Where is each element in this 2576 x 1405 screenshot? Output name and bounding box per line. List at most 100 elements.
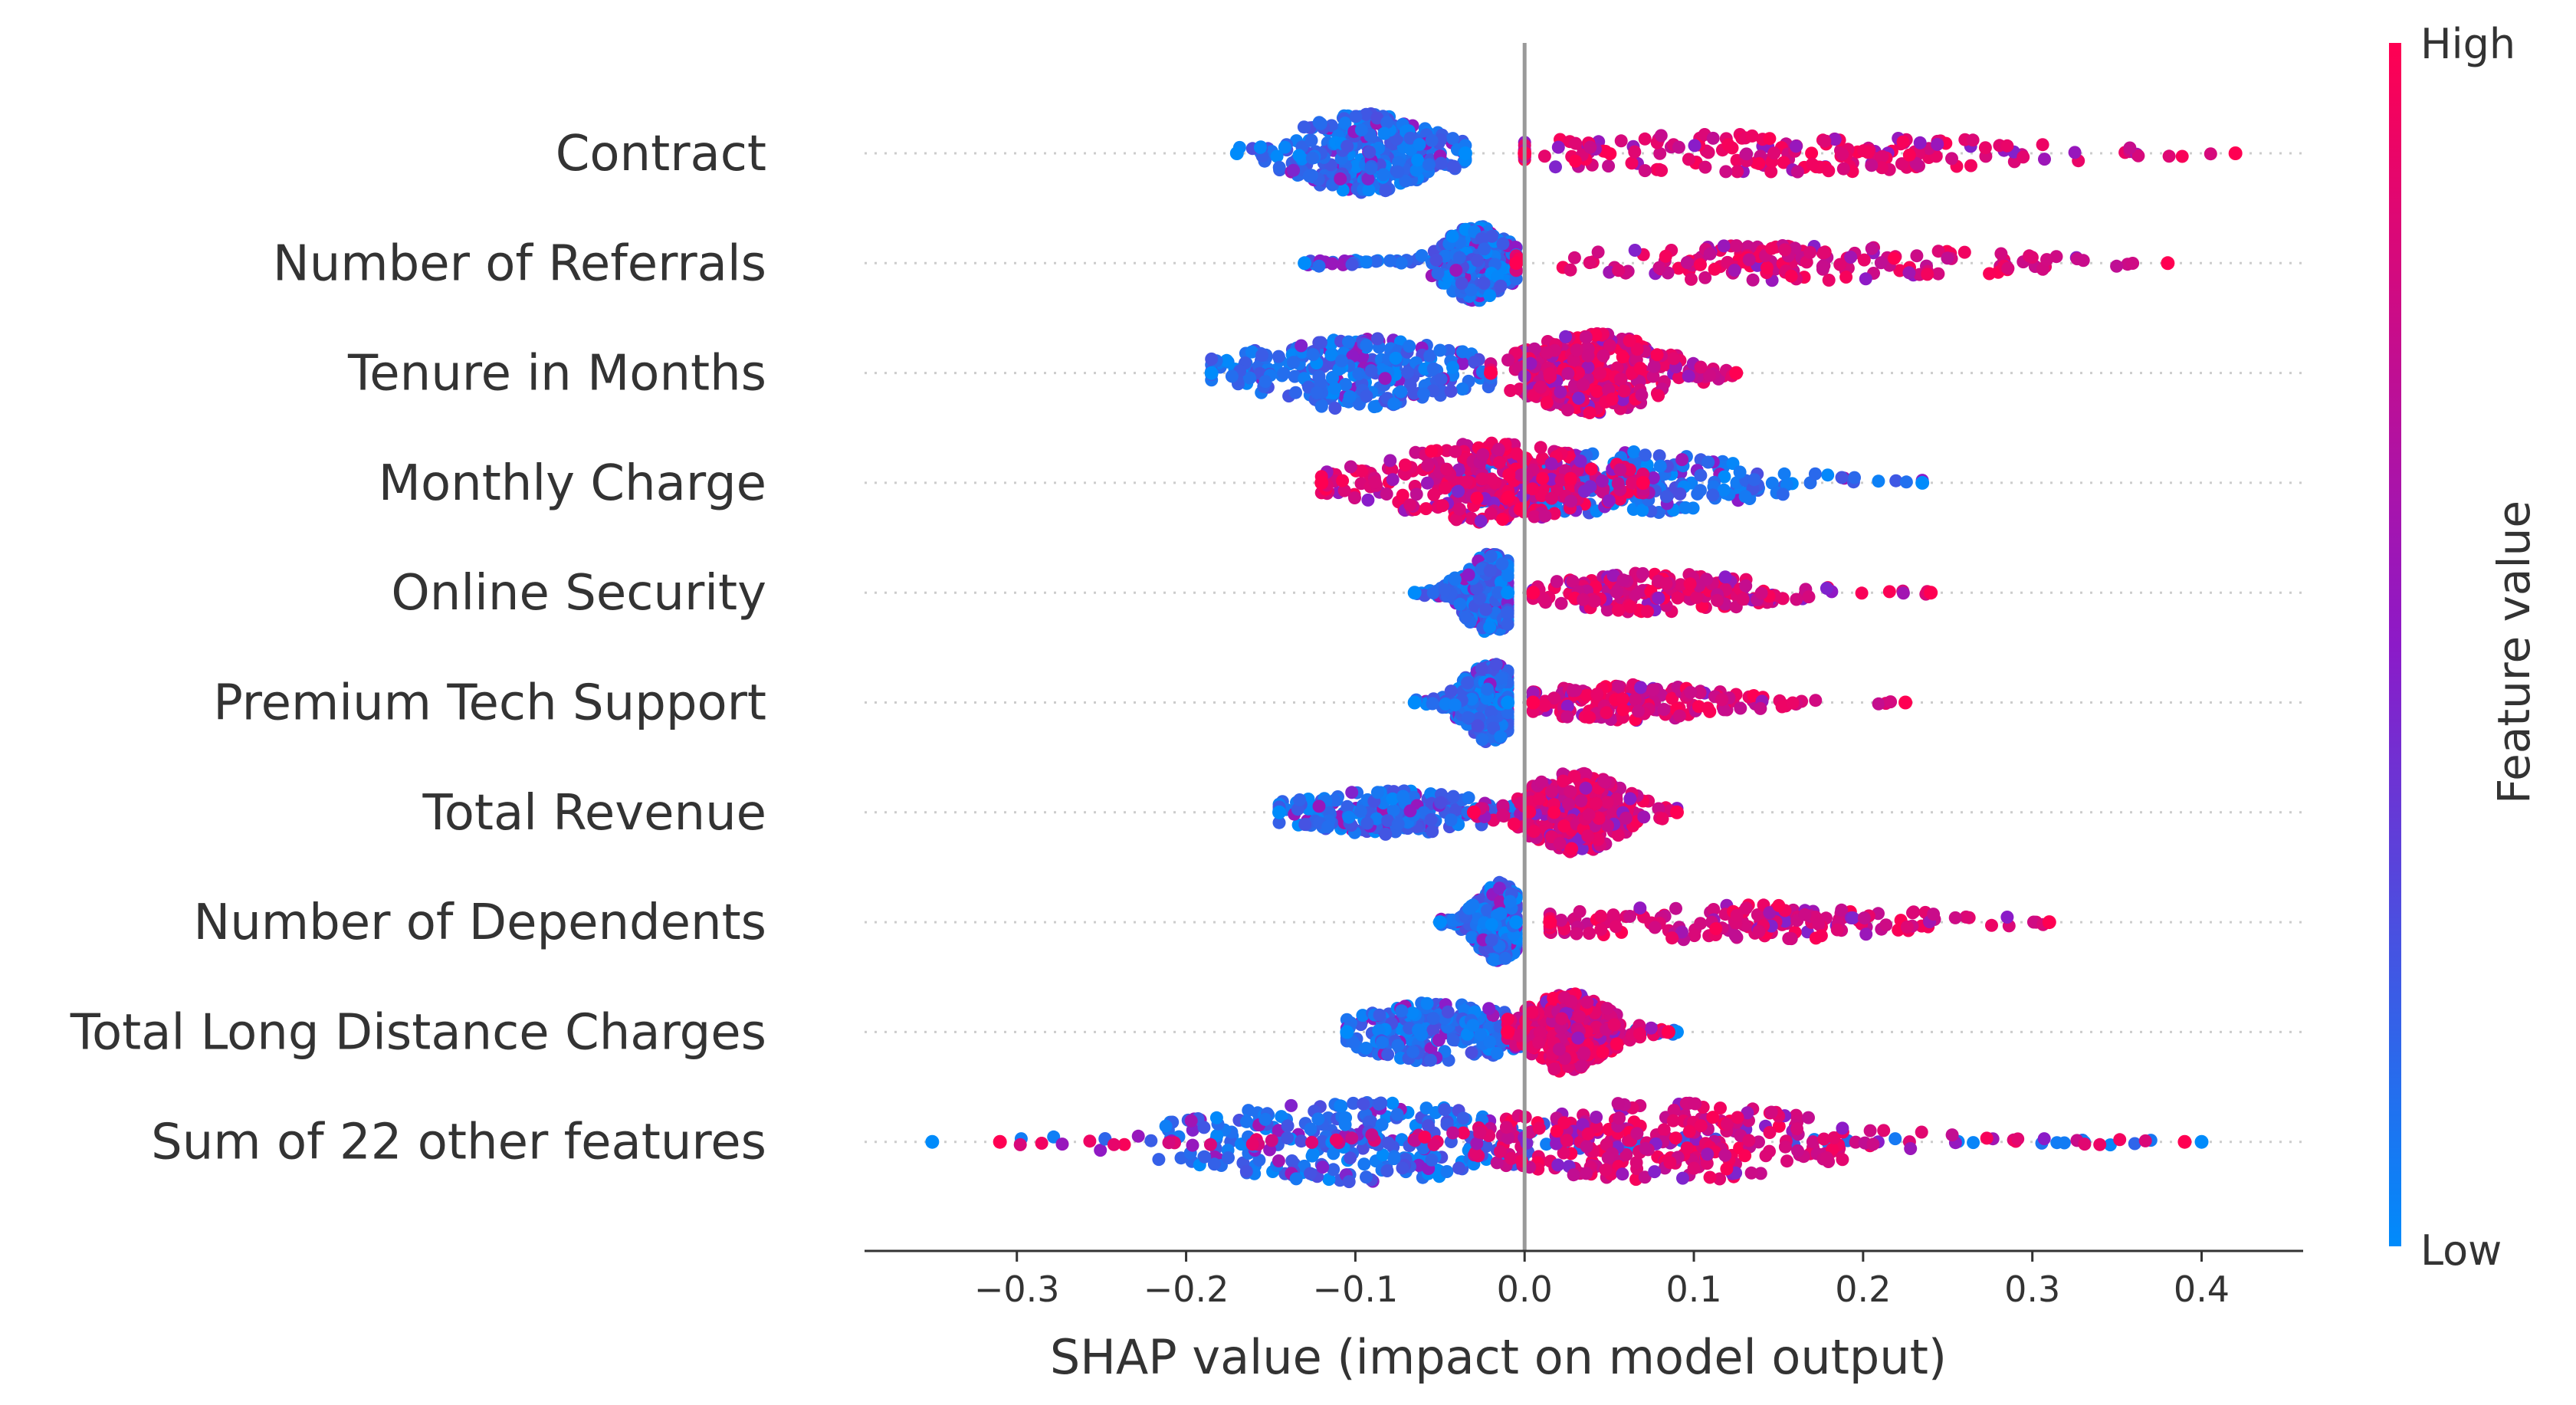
shap-point [1383, 454, 1397, 468]
shap-point [1359, 1042, 1373, 1055]
shap-point [1444, 684, 1458, 698]
shap-point [1921, 268, 1934, 281]
shap-point [1434, 373, 1448, 386]
shap-point [1896, 586, 1910, 600]
shap-point [1777, 467, 1791, 481]
shap-point [1672, 371, 1685, 385]
shap-point [1857, 911, 1871, 925]
shap-point [1614, 134, 1628, 148]
shap-point [1729, 366, 1744, 380]
shap-point [1383, 254, 1397, 268]
shap-point [1874, 256, 1888, 270]
shap-point [1701, 455, 1715, 469]
shap-point [1475, 472, 1489, 486]
shap-point [1378, 372, 1392, 386]
shap-point [1572, 392, 1586, 405]
shap-point [1310, 386, 1324, 399]
shap-point [1931, 267, 1945, 281]
shap-point [1833, 258, 1847, 271]
shap-point [1590, 385, 1604, 399]
shap-point [1884, 695, 1898, 709]
shap-point [1855, 586, 1869, 600]
shap-point [1627, 445, 1641, 458]
shap-point [1501, 1013, 1514, 1026]
shap-point [1438, 583, 1452, 596]
shap-point [1648, 921, 1662, 934]
shap-point [1406, 1006, 1419, 1020]
shap-point [1303, 169, 1316, 183]
shap-point [1338, 117, 1352, 130]
feature-row-points [1272, 767, 1684, 858]
shap-point [1465, 1046, 1478, 1059]
shap-point [1818, 134, 1832, 148]
shap-point [1650, 348, 1664, 362]
shap-point [1633, 361, 1647, 375]
shap-point [1429, 253, 1443, 267]
shap-point [1581, 349, 1595, 363]
shap-point [1574, 794, 1588, 808]
shap-point [1501, 695, 1515, 710]
shap-point [1370, 786, 1384, 799]
shap-point [1889, 1132, 1902, 1146]
shap-point [1446, 1033, 1460, 1047]
shap-point [1861, 146, 1875, 159]
shap-point [1742, 253, 1756, 267]
shap-point [1547, 1062, 1561, 1076]
shap-point [1420, 996, 1434, 1010]
shap-point [1726, 457, 1740, 471]
shap-point [1342, 335, 1355, 349]
shap-point [1503, 895, 1517, 908]
shap-point [1593, 366, 1606, 380]
shap-point [1577, 378, 1590, 392]
feature-row-points [1432, 875, 2056, 967]
shap-point [1571, 1031, 1585, 1045]
shap-point [1426, 586, 1440, 599]
shap-point [1528, 342, 1541, 356]
shap-point [1798, 908, 1812, 921]
shap-point [1362, 183, 1376, 197]
shap-point [1623, 600, 1637, 614]
shap-point [1628, 244, 1642, 257]
shap-point [1554, 385, 1567, 399]
shap-point [1583, 256, 1596, 270]
shap-point [1567, 251, 1581, 264]
shap-point [1717, 239, 1731, 253]
shap-point [1752, 156, 1766, 170]
shap-point [1281, 1119, 1295, 1133]
shap-point [1945, 152, 1958, 166]
shap-point [1698, 271, 1712, 284]
shap-point [1694, 468, 1708, 482]
shap-point [1647, 359, 1661, 373]
shap-point [1526, 695, 1541, 710]
shap-point [1682, 369, 1695, 383]
shap-point [1453, 597, 1467, 611]
shap-point [1407, 586, 1422, 600]
shap-point [1415, 249, 1429, 262]
shap-point [1459, 610, 1472, 624]
shap-point [1432, 1033, 1446, 1047]
shap-point [1820, 582, 1833, 595]
shap-point [1314, 376, 1327, 390]
shap-point [1859, 272, 1872, 286]
shap-point [1706, 488, 1720, 502]
shap-point [1403, 498, 1417, 512]
shap-point [1455, 277, 1468, 290]
shap-point [1754, 701, 1767, 715]
shap-point [1752, 924, 1766, 938]
shap-point [1740, 147, 1754, 161]
shap-point [1591, 245, 1605, 259]
shap-point [1602, 494, 1616, 507]
shap-point [1341, 140, 1354, 153]
shap-point [1504, 384, 1518, 397]
shap-point [1910, 249, 1924, 263]
shap-point [1623, 910, 1636, 923]
shap-point [1475, 733, 1489, 747]
shap-point [1698, 160, 1712, 174]
shap-point [1434, 796, 1448, 809]
shap-point [1468, 356, 1482, 369]
shap-point [1380, 487, 1393, 501]
shap-point [1805, 146, 1819, 160]
shap-point [1673, 487, 1687, 501]
shap-point [1719, 165, 1733, 179]
shap-point [1417, 387, 1430, 401]
